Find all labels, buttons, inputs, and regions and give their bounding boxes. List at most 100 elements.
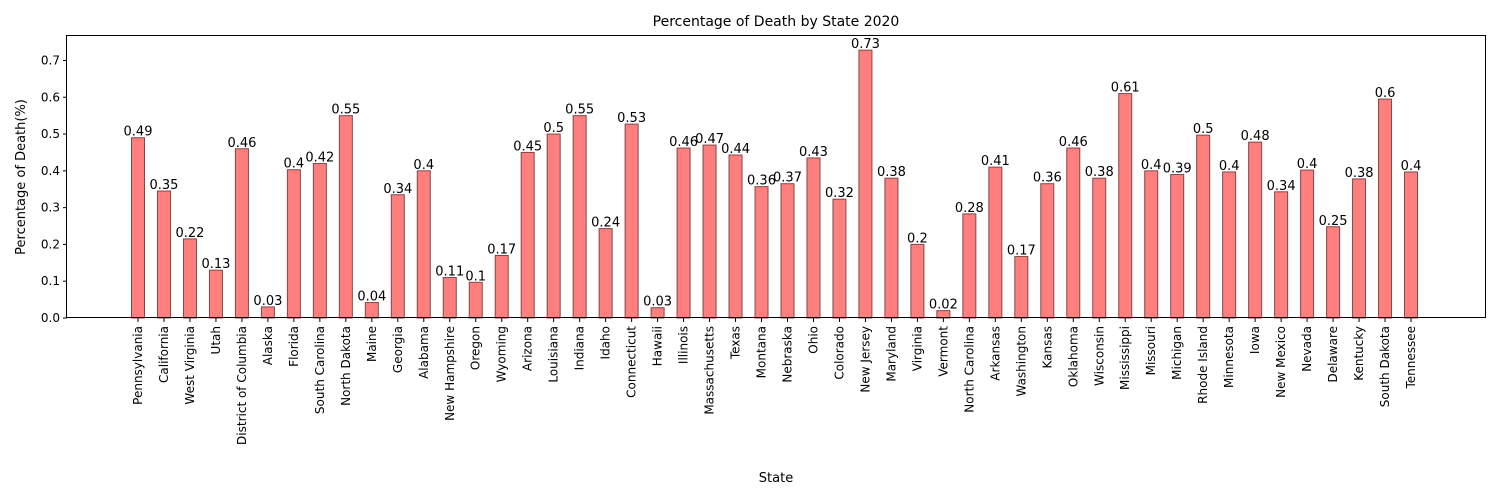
y-axis-label: Percentage of Death(%) <box>14 99 29 255</box>
bar <box>1352 178 1367 319</box>
bar-value-label: 0.04 <box>357 290 386 305</box>
y-tick-label: 0.7 <box>41 53 60 67</box>
x-tick-label: Arizona <box>521 326 535 371</box>
x-tick-label: Hawaii <box>651 326 665 366</box>
bar <box>494 254 509 319</box>
bar <box>806 157 821 319</box>
bar-value-label: 0.49 <box>124 125 153 140</box>
x-tick-label: Delaware <box>1326 326 1340 383</box>
bar-value-label: 0.28 <box>955 201 984 216</box>
bar-value-label: 0.34 <box>383 182 412 197</box>
bar-value-label: 0.42 <box>305 150 334 165</box>
x-tick-label: Nebraska <box>781 326 795 383</box>
bar <box>1144 170 1159 319</box>
bar <box>832 198 847 319</box>
x-tick-label: Virginia <box>910 326 924 371</box>
bar-value-label: 0.41 <box>981 154 1010 169</box>
x-tick-label: Iowa <box>1248 326 1262 354</box>
bar-value-label: 0.55 <box>331 103 360 118</box>
x-tick-label: South Dakota <box>1378 326 1392 407</box>
bar <box>1170 174 1185 319</box>
x-tick-label: Maryland <box>884 326 898 382</box>
bar-value-label: 0.45 <box>513 139 542 154</box>
bar <box>1092 177 1107 319</box>
x-tick-label: District of Columbia <box>235 326 249 445</box>
bar <box>754 186 769 319</box>
bar <box>780 183 795 319</box>
x-tick-label: Tennessee <box>1404 326 1418 390</box>
x-tick-label: Oregon <box>469 326 483 370</box>
bar-value-label: 0.17 <box>487 242 516 257</box>
bar-value-label: 0.4 <box>284 157 305 172</box>
x-tick-label: Utah <box>209 326 223 354</box>
x-tick-label: New Mexico <box>1274 326 1288 398</box>
bar <box>390 194 405 319</box>
x-tick-label: Wyoming <box>495 326 509 382</box>
y-tick-label: 0.2 <box>41 237 60 251</box>
bar <box>1274 191 1289 319</box>
bar-value-label: 0.53 <box>617 111 646 126</box>
bar-value-label: 0.36 <box>1033 171 1062 186</box>
bar <box>156 190 171 319</box>
x-tick-label: Alaska <box>261 326 275 365</box>
x-tick-label: Massachusetts <box>703 326 717 415</box>
bar-value-label: 0.24 <box>591 216 620 231</box>
bar-value-label: 0.36 <box>747 174 776 189</box>
x-tick-label: Ohio <box>806 326 820 354</box>
bar-value-label: 0.5 <box>1193 122 1214 137</box>
x-tick-label: Minnesota <box>1222 326 1236 388</box>
bar-value-label: 0.22 <box>175 226 204 241</box>
bar-value-label: 0.48 <box>1241 129 1270 144</box>
x-tick-label: Maine <box>365 326 379 362</box>
x-tick-label: Vermont <box>936 326 950 377</box>
bar-value-label: 0.39 <box>1163 162 1192 177</box>
bar-value-label: 0.17 <box>1007 244 1036 259</box>
bar <box>1300 169 1315 319</box>
bars-layer <box>131 49 1419 319</box>
bar-value-label: 0.55 <box>565 103 594 118</box>
bar-value-label: 0.38 <box>1345 166 1374 181</box>
bar <box>988 166 1003 319</box>
x-tick-label: South Carolina <box>313 326 327 414</box>
bar-value-label: 0.4 <box>413 158 434 173</box>
bar <box>234 148 249 319</box>
bar <box>598 228 613 319</box>
x-tick-label: North Carolina <box>962 326 976 413</box>
x-tick-label: California <box>157 326 171 383</box>
x-tick-label: New Hampshire <box>443 326 457 421</box>
bar-value-label: 0.4 <box>1401 159 1422 174</box>
bar-value-label: 0.4 <box>1219 159 1240 174</box>
x-tick-label: Louisiana <box>547 326 561 383</box>
x-tick-label: Kentucky <box>1352 326 1366 381</box>
bar-value-label: 0.73 <box>851 37 880 52</box>
bar <box>182 238 197 319</box>
bar-value-label: 0.13 <box>201 257 230 272</box>
bar <box>520 151 535 319</box>
x-tick-label: Pennsylvania <box>131 326 145 405</box>
bar-value-label: 0.1 <box>465 269 486 284</box>
bar-value-label: 0.34 <box>1267 179 1296 194</box>
bar <box>1248 141 1263 319</box>
x-tick-label: Michigan <box>1170 326 1184 380</box>
x-tick-label: Indiana <box>573 326 587 370</box>
bar-value-label: 0.2 <box>907 231 928 246</box>
y-tick-label: 0.6 <box>41 90 60 104</box>
bar <box>1222 171 1237 319</box>
bar-value-label: 0.6 <box>1375 86 1396 101</box>
bar <box>884 177 899 319</box>
bar <box>546 133 561 319</box>
bar-value-label: 0.4 <box>1141 158 1162 173</box>
x-axis: Pennsylvania California West Virginia Utah D… <box>131 318 1418 445</box>
bar-value-label: 0.02 <box>929 298 958 313</box>
bar <box>208 269 223 319</box>
x-tick-label: Texas <box>729 326 743 360</box>
chart-title: Percentage of Death by State 2020 <box>653 14 900 30</box>
bar-value-label: 0.46 <box>669 135 698 150</box>
x-tick-label: Nevada <box>1300 326 1314 372</box>
bar-value-label: 0.5 <box>543 121 564 136</box>
x-tick-label: Idaho <box>599 326 613 359</box>
y-tick-label: 0.1 <box>41 274 60 288</box>
bar-value-label: 0.11 <box>435 265 464 280</box>
bar-value-label: 0.46 <box>1059 135 1088 150</box>
